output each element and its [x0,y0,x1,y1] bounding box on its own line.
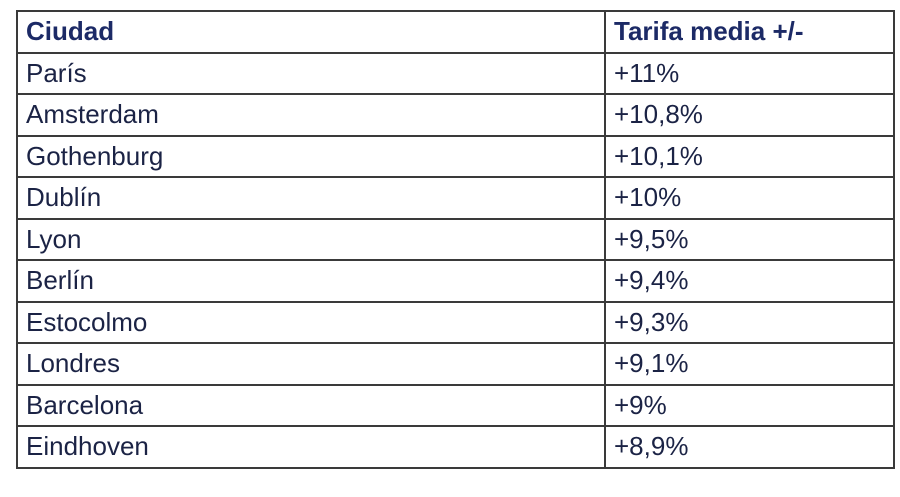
table-row: Eindhoven +8,9% [16,425,895,469]
city-cell: Barcelona [16,383,606,427]
city-cell: París [16,51,606,95]
table-head: Ciudad Tarifa media +/- [16,10,895,54]
table-body: París +11% Amsterdam +10,8% Gothenburg +10,1%… [16,51,895,469]
fare-cell: +11% [604,51,895,95]
table-row: Gothenburg +10,1% [16,134,895,178]
fare-cell: +9,3% [604,300,895,344]
city-cell: Estocolmo [16,300,606,344]
fare-cell: +8,9% [604,425,895,469]
header-cell: Ciudad [16,10,606,54]
fare-cell: +10,8% [604,93,895,137]
table-row: Barcelona +9% [16,383,895,427]
city-cell: Eindhoven [16,425,606,469]
table-row: París +11% [16,51,895,95]
table-wrapper: Ciudad Tarifa media +/- París +11% Amsterd… [16,10,895,469]
header-row: Ciudad Tarifa media +/- [16,10,895,54]
header-cell: Tarifa media +/- [604,10,895,54]
table-row: Amsterdam +10,8% [16,93,895,137]
fare-cell: +9,5% [604,217,895,261]
city-cell: Berlín [16,259,606,303]
table-row: Lyon +9,5% [16,217,895,261]
city-cell: Dublín [16,176,606,220]
city-cell: Gothenburg [16,134,606,178]
table-row: Estocolmo +9,3% [16,300,895,344]
city-cell: Amsterdam [16,93,606,137]
city-cell: Londres [16,342,606,386]
fare-cell: +9% [604,383,895,427]
fare-cell: +10% [604,176,895,220]
table-row: Londres +9,1% [16,342,895,386]
city-cell: Lyon [16,217,606,261]
fare-table: Ciudad Tarifa media +/- París +11% Amsterd… [16,10,895,469]
fare-cell: +9,4% [604,259,895,303]
fare-cell: +10,1% [604,134,895,178]
table-row: Dublín +10% [16,176,895,220]
table-row: Berlín +9,4% [16,259,895,303]
fare-cell: +9,1% [604,342,895,386]
